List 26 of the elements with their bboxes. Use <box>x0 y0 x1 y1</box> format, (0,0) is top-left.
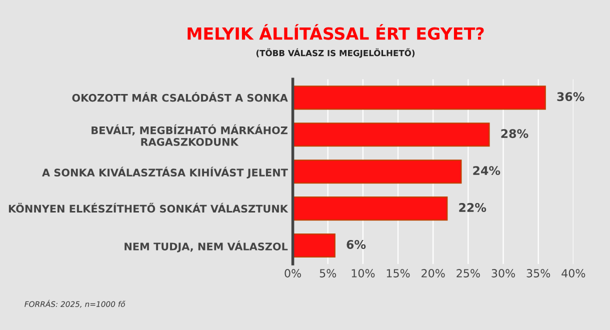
y-tick-label: KÖNNYEN ELKÉSZÍTHETŐ SONKÁT VÁLASZTUNK <box>8 202 288 213</box>
bar <box>292 122 490 147</box>
x-tick-label: 5% <box>320 269 336 278</box>
bar <box>292 234 336 258</box>
y-tick-label: OKOZOTT MÁR CSALÓDÁST A SONKA <box>72 92 288 102</box>
x-tick-label: 25% <box>456 269 480 278</box>
y-tick-label: BEVÁLT, MEGBÍZHATÓ MÁRKÁHOZ RAGASZKODUNK <box>92 124 288 146</box>
x-tick-label: 40% <box>562 269 586 278</box>
x-tick-label: 15% <box>386 269 410 278</box>
bar <box>292 86 546 110</box>
x-tick-label: 0% <box>284 269 301 278</box>
chart-title: MELYIK ÁLLÍTÁSSAL ÉRT EGYET? <box>188 24 484 40</box>
y-tick-label: NEM TUDJA, NEM VÁLASZOL <box>124 240 288 252</box>
x-tick-label: 35% <box>526 269 550 278</box>
bar <box>292 196 448 221</box>
x-tick-label: 10% <box>352 269 375 278</box>
data-label: 6% <box>346 240 366 249</box>
data-label: 22% <box>459 203 486 212</box>
chart-subtitle: (TÖBB VÁLASZ IS MEGJELÖLHETŐ) <box>256 48 415 58</box>
data-label: 24% <box>473 166 500 176</box>
data-label: 36% <box>557 92 584 102</box>
y-tick-label: A SONKA KIVÁLASZTÁSA KIHÍVÁST JELENT <box>42 166 288 178</box>
x-tick-label: 30% <box>492 269 515 278</box>
data-label: 28% <box>501 129 528 138</box>
bar <box>292 160 462 184</box>
x-tick-label: 20% <box>422 269 445 278</box>
